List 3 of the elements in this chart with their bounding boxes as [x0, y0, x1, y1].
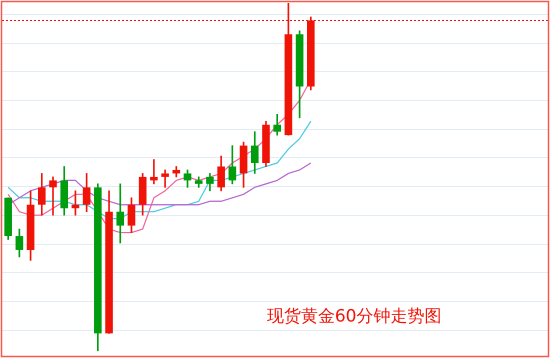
- candlestick: [49, 176, 57, 216]
- candlestick: [72, 190, 80, 216]
- annotation: 现货黄金60分钟走势图: [266, 306, 442, 326]
